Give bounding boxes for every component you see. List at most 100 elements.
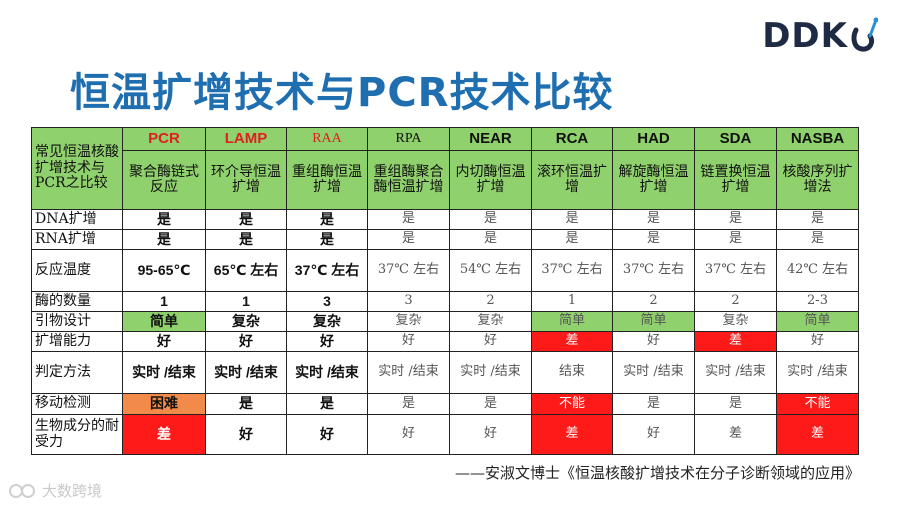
watermark-text: 大数跨境 — [42, 482, 103, 500]
table-cell: 2 — [694, 291, 777, 312]
table-cell: 是 — [367, 209, 450, 230]
col-desc-had: 解旋酶恒温扩增 — [612, 150, 695, 210]
logo-text: DDK — [762, 16, 848, 56]
table-cell: 实时 /结束 — [449, 351, 532, 394]
table-cell: 实时 /结束 — [694, 351, 777, 394]
table-cell: 简单 — [122, 311, 206, 332]
col-name-near: NEAR — [449, 127, 532, 151]
table-cell: 1 — [205, 291, 287, 312]
table-cell: 复杂 — [367, 311, 450, 332]
citation: ——安淑文博士《恒温核酸扩增技术在分子诊断领域的应用》 — [454, 464, 860, 482]
table-row: 引物设计 简单 复杂 复杂 复杂 复杂 简单 简单 复杂 简单 — [31, 311, 859, 332]
col-desc-rpa: 重组酶聚合酶恒温扩增 — [367, 150, 450, 210]
table-cell: 困难 — [122, 393, 206, 415]
table-cell: 3 — [367, 291, 450, 312]
table-cell: 37℃ 左右 — [286, 249, 368, 292]
table-cell: 是 — [286, 393, 368, 415]
table-cell: 是 — [694, 393, 777, 415]
col-desc-rca: 滚环恒温扩增 — [531, 150, 613, 210]
table-cell: 好 — [286, 414, 368, 455]
table-cell: 37℃ 左右 — [367, 249, 450, 292]
table-cell: 好 — [612, 414, 695, 455]
table-cell: 复杂 — [286, 311, 368, 332]
ddk-logo: DDK — [762, 16, 878, 56]
table-cell: 简单 — [531, 311, 613, 332]
table-cell: 是 — [531, 209, 613, 230]
table-cell: 差 — [776, 414, 859, 455]
col-name-nasba: NASBA — [776, 127, 859, 151]
table-cell: 差 — [531, 331, 613, 352]
table-cell: 好 — [286, 331, 368, 352]
table-cell: 1 — [531, 291, 613, 312]
col-name-rpa: RPA — [367, 127, 450, 151]
table-cell: 简单 — [776, 311, 859, 332]
table-cell: 复杂 — [205, 311, 287, 332]
table-cell: 差 — [531, 414, 613, 455]
row-label: 判定方法 — [31, 351, 123, 394]
table-cell: 是 — [694, 209, 777, 230]
table-row: DNA扩增 是 是 是 是 是 是 是 是 是 — [31, 209, 859, 230]
table-cell: 37℃ 左右 — [612, 249, 695, 292]
row-label: 引物设计 — [31, 311, 123, 332]
table-cell: 好 — [612, 331, 695, 352]
table-cell: 3 — [286, 291, 368, 312]
table-cell: 是 — [122, 229, 206, 250]
table-cell: 是 — [205, 393, 287, 415]
table-cell: 2 — [612, 291, 695, 312]
table-cell: 实时 /结束 — [122, 351, 206, 394]
table-cell: 好 — [205, 331, 287, 352]
table-row: 生物成分的耐受力 差 好 好 好 好 差 好 差 差 — [31, 414, 859, 455]
table-cell: 是 — [449, 209, 532, 230]
table-cell: 好 — [776, 331, 859, 352]
col-desc-pcr: 聚合酶链式反应 — [122, 150, 206, 210]
row-label: 移动检测 — [31, 393, 123, 415]
table-cell: 复杂 — [694, 311, 777, 332]
table-row: 判定方法 实时 /结束 实时 /结束 实时 /结束 实时 /结束 实时 /结束 … — [31, 351, 859, 394]
col-desc-lamp: 环介导恒温扩增 — [205, 150, 287, 210]
row-label: 扩增能力 — [31, 331, 123, 352]
table-row: 酶的数量 1 1 3 3 2 1 2 2 2-3 — [31, 291, 859, 312]
row-label: RNA扩增 — [31, 229, 123, 250]
row-label: 反应温度 — [31, 249, 123, 292]
table-cell: 是 — [449, 229, 532, 250]
table-cell: 实时 /结束 — [612, 351, 695, 394]
table-cell: 2 — [449, 291, 532, 312]
row-label: 生物成分的耐受力 — [31, 414, 123, 455]
table-cell: 好 — [449, 414, 532, 455]
comparison-table: 常见恒温核酸扩增技术与PCR之比较 PCR LAMP RAA RPA NEAR … — [31, 127, 859, 455]
table-cell: 65℃ 左右 — [205, 249, 287, 292]
col-name-pcr: PCR — [122, 127, 206, 151]
table-cell: 是 — [205, 209, 287, 230]
table-cell: 42℃ 左右 — [776, 249, 859, 292]
table-cell: 实时 /结束 — [286, 351, 368, 394]
table-cell: 54℃ 左右 — [449, 249, 532, 292]
table-cell: 实时 /结束 — [205, 351, 287, 394]
table-cell: 简单 — [612, 311, 695, 332]
table-row: 移动检测 困难 是 是 是 是 不能 是 是 不能 — [31, 393, 859, 415]
table-cell: 是 — [286, 229, 368, 250]
col-name-had: HAD — [612, 127, 695, 151]
table-cell: 是 — [694, 229, 777, 250]
row-label: DNA扩增 — [31, 209, 123, 230]
table-cell: 好 — [122, 331, 206, 352]
table-cell: 结束 — [531, 351, 613, 394]
col-name-lamp: LAMP — [205, 127, 287, 151]
table-cell: 是 — [122, 209, 206, 230]
table-cell: 是 — [367, 393, 450, 415]
logo-mark-icon — [851, 17, 878, 52]
table-cell: 1 — [122, 291, 206, 312]
table-body: DNA扩增 是 是 是 是 是 是 是 是 是 RNA扩增 是 是 是 是 是 … — [31, 209, 859, 455]
row-label: 酶的数量 — [31, 291, 123, 312]
table-cell: 不能 — [776, 393, 859, 415]
page-title: 恒温扩增技术与PCR技术比较 — [70, 70, 614, 116]
table-cell: 是 — [776, 209, 859, 230]
table-cell: 是 — [776, 229, 859, 250]
table-corner-label: 常见恒温核酸扩增技术与PCR之比较 — [31, 127, 123, 210]
table-cell: 不能 — [531, 393, 613, 415]
table-row: 反应温度 95-65℃ 65℃ 左右 37℃ 左右 37℃ 左右 54℃ 左右 … — [31, 249, 859, 292]
col-desc-sda: 链置换恒温扩增 — [694, 150, 777, 210]
table-cell: 复杂 — [449, 311, 532, 332]
table-cell: 2-3 — [776, 291, 859, 312]
table-cell: 差 — [694, 414, 777, 455]
col-name-raa: RAA — [286, 127, 368, 151]
